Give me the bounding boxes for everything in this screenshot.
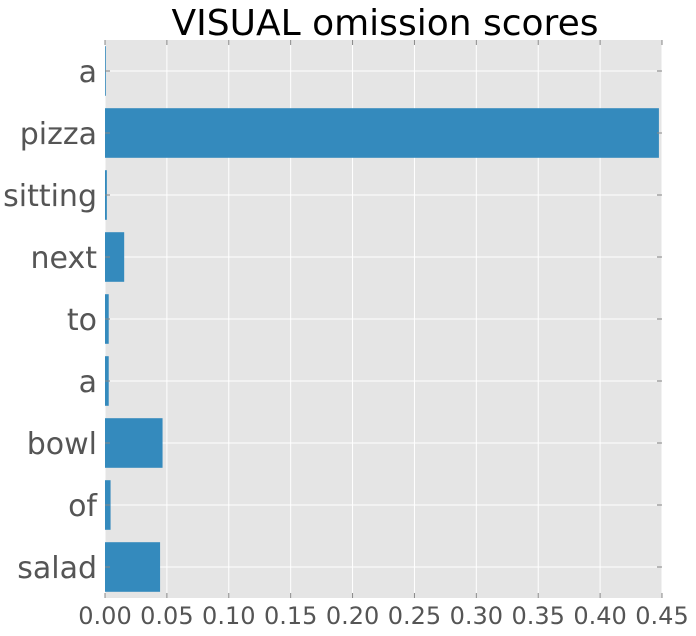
y-tick-label-3: next (31, 241, 98, 276)
x-tick-label-9: 0.45 (635, 602, 688, 630)
y-tick-label-2: sitting (3, 179, 97, 214)
y-tick-label-8: salad (17, 551, 97, 586)
x-tick-label-2: 0.10 (202, 602, 255, 630)
x-tick-label-0: 0.00 (78, 602, 131, 630)
y-tick-label-7: of (68, 489, 98, 524)
x-tick-label-5: 0.25 (388, 602, 441, 630)
x-tick-label-8: 0.40 (573, 602, 626, 630)
x-tick-label-6: 0.30 (450, 602, 503, 630)
bar-8 (105, 542, 161, 592)
x-tick-label-4: 0.20 (326, 602, 379, 630)
chart-title: VISUAL omission scores (172, 3, 599, 44)
x-tick-label-7: 0.35 (512, 602, 565, 630)
bar-6 (105, 418, 163, 468)
y-tick-label-5: a (79, 365, 97, 400)
x-tick-labels: 0.00 0.05 0.10 0.15 0.20 0.25 0.30 0.35 0.40 0.45 (78, 40, 689, 630)
y-tick-label-6: bowl (27, 427, 97, 462)
y-tick-label-1: pizza (20, 117, 97, 152)
x-tick-label-1: 0.05 (140, 602, 193, 630)
bar-3 (105, 232, 125, 282)
bar-1 (105, 108, 659, 158)
x-tick-label-3: 0.15 (264, 602, 317, 630)
bars (105, 46, 659, 592)
y-tick-label-0: a (79, 55, 97, 90)
y-tick-label-4: to (67, 303, 97, 338)
y-tick-labels: a pizza sitting next to a bowl of salad (3, 55, 662, 586)
